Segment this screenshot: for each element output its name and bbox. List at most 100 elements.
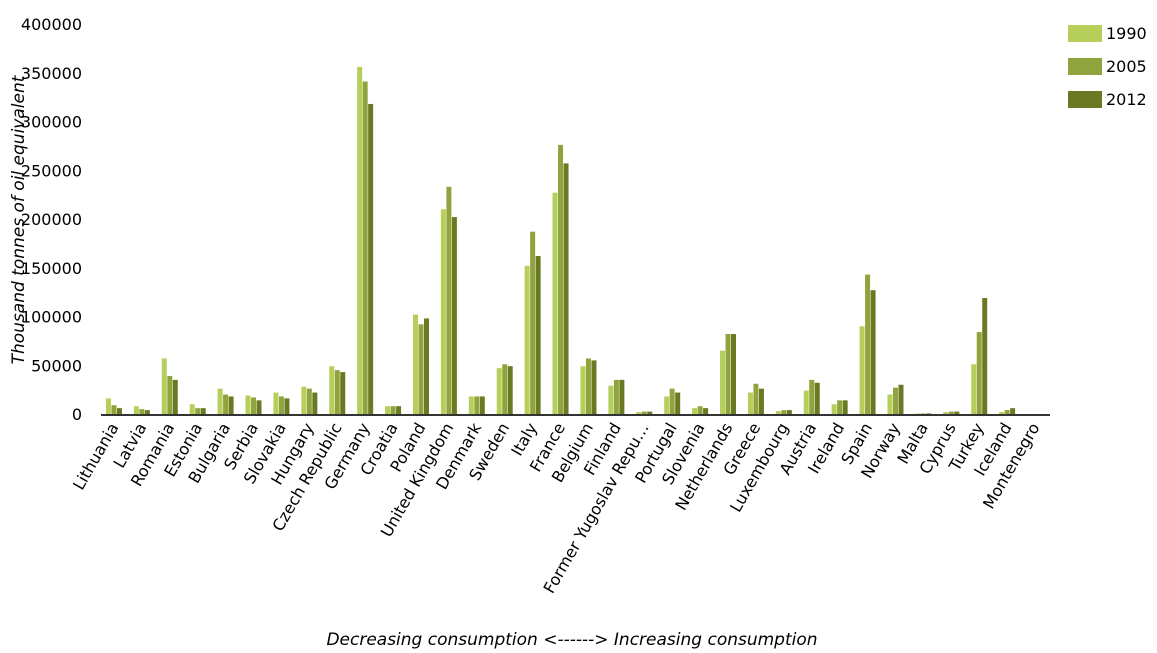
y-tick-label: 200000 xyxy=(21,210,82,229)
bar-1990 xyxy=(161,358,167,414)
bar-2012 xyxy=(926,413,932,414)
bar-2012 xyxy=(703,408,709,414)
bar-2005 xyxy=(251,397,257,414)
bar-1990 xyxy=(524,265,530,414)
bar-1990 xyxy=(943,412,949,414)
bar-1990 xyxy=(329,366,335,414)
legend-label: 2012 xyxy=(1106,90,1147,109)
bar-2005 xyxy=(502,364,508,414)
bar-2012 xyxy=(870,290,876,414)
bar-2005 xyxy=(390,406,396,414)
y-tick-label: 250000 xyxy=(21,161,82,180)
bar-2012 xyxy=(396,406,402,414)
bar-2005 xyxy=(474,396,480,414)
bar-2012 xyxy=(1010,408,1016,414)
bars xyxy=(105,66,1016,415)
bar-2012 xyxy=(312,392,318,414)
bar-2012 xyxy=(144,410,150,414)
bar-1990 xyxy=(580,366,586,414)
bar-2005 xyxy=(111,405,117,414)
bar-1990 xyxy=(887,394,893,414)
bar-1990 xyxy=(301,386,307,414)
bar-2012 xyxy=(647,411,653,414)
bar-1990 xyxy=(831,404,837,414)
bar-1990 xyxy=(357,66,363,415)
bar-2005 xyxy=(920,413,926,414)
bar-1990 xyxy=(440,209,446,414)
bar-1990 xyxy=(245,395,251,414)
legend-swatch-2005 xyxy=(1068,58,1102,75)
bar-2005 xyxy=(195,408,201,414)
y-tick-label: 350000 xyxy=(21,64,82,83)
bar-2005 xyxy=(167,375,173,414)
bar-2005 xyxy=(697,406,703,414)
legend-label: 1990 xyxy=(1106,24,1147,43)
bar-2012 xyxy=(619,379,625,415)
bar-1990 xyxy=(385,406,391,414)
bar-1990 xyxy=(720,350,726,415)
bar-1990 xyxy=(608,385,614,414)
legend-swatch-1990 xyxy=(1068,25,1102,42)
bar-2012 xyxy=(591,360,597,415)
bar-2005 xyxy=(892,387,898,414)
bar-2005 xyxy=(139,409,145,415)
bar-1990 xyxy=(636,412,642,414)
bar-2005 xyxy=(725,334,731,414)
bar-1990 xyxy=(971,364,977,414)
bar-2012 xyxy=(200,408,206,414)
bar-2012 xyxy=(535,256,541,414)
y-axis-title: Thousand tonnes of oil equivalent xyxy=(9,74,29,364)
bar-1990 xyxy=(496,368,502,414)
bar-2012 xyxy=(563,163,569,414)
bar-2005 xyxy=(781,410,787,414)
bar-1990 xyxy=(747,392,753,414)
bar-2005 xyxy=(558,144,564,414)
bar-2012 xyxy=(479,396,485,414)
bar-2005 xyxy=(585,358,591,414)
bar-2012 xyxy=(758,388,764,414)
y-tick-label: 300000 xyxy=(21,113,82,132)
bar-1990 xyxy=(692,408,698,414)
bar-2005 xyxy=(948,411,954,414)
bar-2005 xyxy=(837,400,843,414)
bar-2012 xyxy=(731,334,737,414)
bar-2012 xyxy=(842,400,848,414)
bar-2005 xyxy=(418,324,424,414)
y-tick-label: 400000 xyxy=(21,15,82,34)
bar-2012 xyxy=(116,408,122,414)
legend: 1990 2005 2012 xyxy=(1068,24,1147,109)
bar-2012 xyxy=(507,366,513,414)
bar-1990 xyxy=(273,392,279,414)
category-labels: LithuaniaLatviaRomaniaEstoniaBulgariaSer… xyxy=(69,419,1044,597)
bar-1990 xyxy=(859,326,865,414)
bar-1990 xyxy=(105,398,111,414)
x-axis-title: Decreasing consumption <------> Increasi… xyxy=(326,630,817,650)
bar-2005 xyxy=(362,81,368,415)
bar-1990 xyxy=(189,404,195,414)
bar-2005 xyxy=(753,383,759,414)
bar-2005 xyxy=(223,394,229,414)
bar-2005 xyxy=(865,274,871,414)
legend-label: 2005 xyxy=(1106,57,1147,76)
bar-2012 xyxy=(786,410,792,414)
bar-1990 xyxy=(803,390,809,414)
bar-2012 xyxy=(954,411,960,414)
bar-1990 xyxy=(412,314,418,414)
bar-2012 xyxy=(982,297,988,414)
legend-swatch-2012 xyxy=(1068,91,1102,108)
bar-1990 xyxy=(468,396,474,414)
bar-2012 xyxy=(284,398,290,414)
bar-2005 xyxy=(809,379,815,415)
bar-2005 xyxy=(446,186,452,414)
bar-2005 xyxy=(306,388,312,414)
bar-1990 xyxy=(664,396,670,414)
bar-1990 xyxy=(133,406,139,414)
bar-2012 xyxy=(340,372,346,414)
y-tick-label: 100000 xyxy=(21,308,82,327)
y-axis-ticks: 0 50000 100000 150000 200000 250000 300000 3500… xyxy=(21,15,82,424)
bar-2005 xyxy=(613,379,619,415)
bar-2005 xyxy=(669,388,675,414)
y-tick-label: 150000 xyxy=(21,259,82,278)
bar-1990 xyxy=(775,411,781,414)
